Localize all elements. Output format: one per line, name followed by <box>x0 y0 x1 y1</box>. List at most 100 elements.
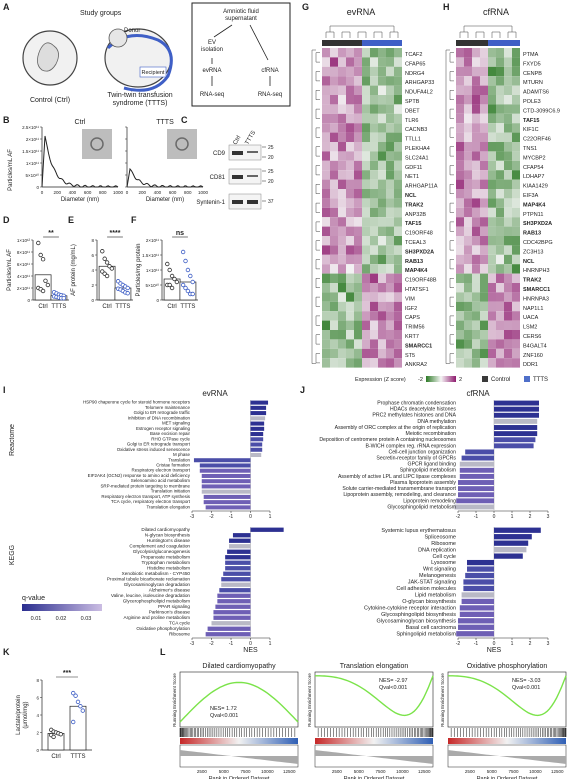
heatmap-cell <box>456 348 464 359</box>
panel-b-ylabel: Particles/mL AF <box>8 149 14 191</box>
heatmap-cell <box>512 85 520 95</box>
term-label: Propanoate metabolism <box>141 554 190 559</box>
x-tick-label: 0 <box>41 190 44 195</box>
heatmap-cell <box>354 104 362 114</box>
term-label: Translation <box>168 457 190 462</box>
nes-bar <box>225 555 251 560</box>
heatmap-cell <box>394 57 402 67</box>
heatmap-cell <box>362 217 370 227</box>
x-tick-label: -2 <box>456 514 461 520</box>
bar-ttts <box>69 705 87 751</box>
heatmap-cell <box>456 189 464 199</box>
heatmap-cell <box>330 217 338 227</box>
y-tick-label: 8×10¹¹ <box>17 250 31 255</box>
heatmap-cell <box>378 236 386 246</box>
term-label: Secretin-receptor family of GPCRs <box>376 456 456 462</box>
x-tick-label: -2 <box>456 641 461 647</box>
heatmap-cell <box>504 76 512 86</box>
heatmap-cell <box>472 123 480 133</box>
group-label: TTTS <box>180 304 195 310</box>
data-point <box>174 279 180 285</box>
term-label: M phase <box>173 452 191 457</box>
heatmap-cell <box>330 170 338 180</box>
rnaseq-label-1: RNA-seq <box>200 92 224 98</box>
heatmap-cell <box>496 160 504 171</box>
heatmap-cell <box>386 339 394 349</box>
heatmap-cell <box>330 57 338 67</box>
heatmap-cell <box>480 66 488 77</box>
heatmap-cell <box>338 132 346 142</box>
gene-label-g: ARHGAP11A <box>405 184 438 190</box>
heatmap-cell <box>480 273 488 283</box>
heatmap-cell <box>370 189 378 199</box>
band-ctrl <box>232 175 243 179</box>
heatmap-cell <box>322 348 330 359</box>
heatmap-cell <box>330 198 338 208</box>
heatmap-cell <box>456 85 464 95</box>
heatmap-cell <box>386 104 394 114</box>
heatmap-cell <box>378 95 386 105</box>
panel-letter-b: B <box>3 115 10 125</box>
data-point <box>169 273 175 279</box>
heatmap-cell <box>512 66 520 77</box>
term-label: Cytokine-cytokine receptor interaction <box>364 606 456 612</box>
gene-label-h: NAP1L1 <box>523 306 544 312</box>
panel-letter-h: H <box>443 2 450 12</box>
heatmap-cell <box>488 207 496 218</box>
x-tick-label: -3 <box>190 514 195 520</box>
heatmap-cell <box>496 264 504 274</box>
heatmap-cell <box>322 66 330 77</box>
data-point <box>73 693 78 698</box>
group-label: Ctrl <box>51 754 60 760</box>
term-label: Translation initiation <box>151 489 191 494</box>
heatmap-cell <box>496 57 504 67</box>
heatmap-cell <box>488 85 496 95</box>
x-tick-label: 1 <box>511 641 514 647</box>
gene-label-g: NCL <box>405 193 417 199</box>
panel-b-xlabel: Diameter (nm) <box>146 197 184 203</box>
heatmap-cell <box>370 104 378 114</box>
heatmap-cell <box>378 273 386 283</box>
data-point <box>38 252 43 258</box>
heatmap-cell <box>488 142 496 152</box>
term-label: Deposition of centromere protein A conta… <box>319 437 456 443</box>
term-label: Plasma lipoprotein assembly <box>390 480 456 486</box>
nes-bar <box>458 486 494 492</box>
nes-bar <box>225 566 251 571</box>
heatmap-cell <box>394 264 402 274</box>
x-tick-label: 1 <box>269 514 272 520</box>
heatmap-cell <box>472 217 480 227</box>
panel-h-title: cfRNA <box>483 7 509 17</box>
heatmap-cell <box>488 160 496 171</box>
x-tick-label: 0 <box>126 190 129 195</box>
heatmap-cell <box>394 85 402 95</box>
heatmap-cell <box>504 85 512 95</box>
y-tick-label: 1×10¹¹ <box>26 161 40 166</box>
data-point <box>188 273 193 279</box>
heatmap-cell <box>464 132 472 142</box>
band-ctrl <box>232 200 243 204</box>
heatmap-cell <box>512 189 520 199</box>
gene-label-g: CACNB3 <box>405 127 427 133</box>
heatmap-cell <box>338 85 346 95</box>
ranked-metric-area <box>448 750 566 764</box>
panel-a-title: Study groups <box>80 10 122 17</box>
reactome-label: Reactome <box>9 424 16 456</box>
data-point <box>104 273 110 279</box>
heatmap-cell <box>464 245 472 255</box>
gsea-nes: NES= 1.72 <box>210 706 237 712</box>
heatmap-cell <box>354 66 362 77</box>
heatmap-cell <box>346 151 354 161</box>
heatmap-cell <box>346 273 354 283</box>
heatmap-cell <box>480 123 488 133</box>
heatmap-cell <box>346 358 354 368</box>
heatmap-cell <box>488 236 496 246</box>
heatmap-cell <box>330 142 338 152</box>
nes-bar <box>463 579 494 585</box>
heatmap-cell <box>512 198 520 208</box>
heatmap-cell <box>488 254 496 265</box>
legend-tick: -2 <box>418 377 423 383</box>
heatmap-cell <box>322 170 330 180</box>
term-label: Lipoprotein remodeling <box>403 498 456 504</box>
